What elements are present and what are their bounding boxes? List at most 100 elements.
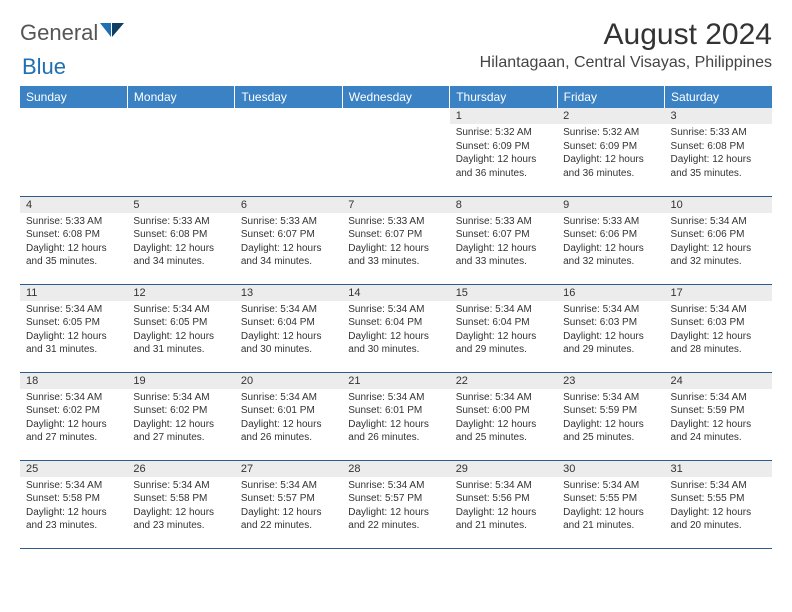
brand-word-1: General — [20, 20, 98, 46]
calendar-day-cell: 16Sunrise: 5:34 AMSunset: 6:03 PMDayligh… — [557, 284, 664, 372]
daylight-text: Daylight: 12 hours and 30 minutes. — [241, 330, 336, 357]
calendar-day-cell: 1Sunrise: 5:32 AMSunset: 6:09 PMDaylight… — [450, 108, 557, 196]
day-number: 28 — [342, 461, 449, 477]
calendar-day-cell: 17Sunrise: 5:34 AMSunset: 6:03 PMDayligh… — [665, 284, 772, 372]
sunset-text: Sunset: 6:08 PM — [26, 228, 121, 242]
sunset-text: Sunset: 6:01 PM — [241, 404, 336, 418]
sunset-text: Sunset: 6:04 PM — [456, 316, 551, 330]
day-number: 4 — [20, 197, 127, 213]
day-number — [235, 108, 342, 124]
sunrise-text: Sunrise: 5:34 AM — [133, 391, 228, 405]
day-details: Sunrise: 5:34 AMSunset: 6:04 PMDaylight:… — [450, 301, 557, 359]
daylight-text: Daylight: 12 hours and 27 minutes. — [133, 418, 228, 445]
daylight-text: Daylight: 12 hours and 20 minutes. — [671, 506, 766, 533]
daylight-text: Daylight: 12 hours and 23 minutes. — [133, 506, 228, 533]
day-number: 30 — [557, 461, 664, 477]
day-number: 15 — [450, 285, 557, 301]
sunrise-text: Sunrise: 5:33 AM — [348, 215, 443, 229]
sunrise-text: Sunrise: 5:34 AM — [456, 391, 551, 405]
day-number: 17 — [665, 285, 772, 301]
sunset-text: Sunset: 5:55 PM — [563, 492, 658, 506]
daylight-text: Daylight: 12 hours and 33 minutes. — [348, 242, 443, 269]
sunrise-text: Sunrise: 5:33 AM — [563, 215, 658, 229]
day-details: Sunrise: 5:34 AMSunset: 6:05 PMDaylight:… — [127, 301, 234, 359]
sunset-text: Sunset: 6:02 PM — [26, 404, 121, 418]
calendar-day-cell: 27Sunrise: 5:34 AMSunset: 5:57 PMDayligh… — [235, 460, 342, 548]
sunrise-text: Sunrise: 5:34 AM — [348, 479, 443, 493]
sunset-text: Sunset: 5:57 PM — [348, 492, 443, 506]
calendar-table: Sunday Monday Tuesday Wednesday Thursday… — [20, 86, 772, 549]
day-details: Sunrise: 5:34 AMSunset: 5:56 PMDaylight:… — [450, 477, 557, 535]
daylight-text: Daylight: 12 hours and 32 minutes. — [563, 242, 658, 269]
calendar-week-row: 1Sunrise: 5:32 AMSunset: 6:09 PMDaylight… — [20, 108, 772, 196]
sunset-text: Sunset: 6:08 PM — [133, 228, 228, 242]
sunset-text: Sunset: 5:58 PM — [133, 492, 228, 506]
sunrise-text: Sunrise: 5:34 AM — [241, 303, 336, 317]
day-number: 1 — [450, 108, 557, 124]
calendar-day-cell: 4Sunrise: 5:33 AMSunset: 6:08 PMDaylight… — [20, 196, 127, 284]
day-details: Sunrise: 5:34 AMSunset: 5:58 PMDaylight:… — [127, 477, 234, 535]
calendar-day-cell — [342, 108, 449, 196]
daylight-text: Daylight: 12 hours and 26 minutes. — [241, 418, 336, 445]
day-details: Sunrise: 5:33 AMSunset: 6:08 PMDaylight:… — [665, 124, 772, 182]
calendar-day-cell — [127, 108, 234, 196]
calendar-day-cell: 5Sunrise: 5:33 AMSunset: 6:08 PMDaylight… — [127, 196, 234, 284]
weekday-header: Monday — [127, 86, 234, 108]
sunset-text: Sunset: 6:06 PM — [671, 228, 766, 242]
daylight-text: Daylight: 12 hours and 25 minutes. — [456, 418, 551, 445]
calendar-day-cell: 11Sunrise: 5:34 AMSunset: 6:05 PMDayligh… — [20, 284, 127, 372]
day-number — [342, 108, 449, 124]
sunrise-text: Sunrise: 5:33 AM — [241, 215, 336, 229]
location-subtitle: Hilantagaan, Central Visayas, Philippine… — [480, 54, 772, 72]
day-details: Sunrise: 5:33 AMSunset: 6:06 PMDaylight:… — [557, 213, 664, 271]
day-details: Sunrise: 5:34 AMSunset: 6:01 PMDaylight:… — [235, 389, 342, 447]
sunset-text: Sunset: 6:06 PM — [563, 228, 658, 242]
sunrise-text: Sunrise: 5:34 AM — [671, 215, 766, 229]
calendar-day-cell: 7Sunrise: 5:33 AMSunset: 6:07 PMDaylight… — [342, 196, 449, 284]
day-details: Sunrise: 5:34 AMSunset: 6:06 PMDaylight:… — [665, 213, 772, 271]
sunrise-text: Sunrise: 5:34 AM — [563, 479, 658, 493]
sunrise-text: Sunrise: 5:34 AM — [26, 303, 121, 317]
calendar-day-cell: 25Sunrise: 5:34 AMSunset: 5:58 PMDayligh… — [20, 460, 127, 548]
day-number: 8 — [450, 197, 557, 213]
weekday-header: Tuesday — [235, 86, 342, 108]
daylight-text: Daylight: 12 hours and 36 minutes. — [563, 153, 658, 180]
day-details: Sunrise: 5:34 AMSunset: 6:02 PMDaylight:… — [127, 389, 234, 447]
sunset-text: Sunset: 6:00 PM — [456, 404, 551, 418]
day-details: Sunrise: 5:33 AMSunset: 6:07 PMDaylight:… — [342, 213, 449, 271]
calendar-day-cell: 3Sunrise: 5:33 AMSunset: 6:08 PMDaylight… — [665, 108, 772, 196]
sunset-text: Sunset: 6:07 PM — [348, 228, 443, 242]
sunrise-text: Sunrise: 5:34 AM — [671, 479, 766, 493]
day-details: Sunrise: 5:33 AMSunset: 6:07 PMDaylight:… — [235, 213, 342, 271]
sunrise-text: Sunrise: 5:34 AM — [241, 479, 336, 493]
day-number: 31 — [665, 461, 772, 477]
calendar-day-cell: 13Sunrise: 5:34 AMSunset: 6:04 PMDayligh… — [235, 284, 342, 372]
calendar-week-row: 11Sunrise: 5:34 AMSunset: 6:05 PMDayligh… — [20, 284, 772, 372]
sunset-text: Sunset: 6:03 PM — [563, 316, 658, 330]
sunset-text: Sunset: 6:07 PM — [456, 228, 551, 242]
sunrise-text: Sunrise: 5:33 AM — [456, 215, 551, 229]
calendar-week-row: 18Sunrise: 5:34 AMSunset: 6:02 PMDayligh… — [20, 372, 772, 460]
sunset-text: Sunset: 5:59 PM — [671, 404, 766, 418]
day-details: Sunrise: 5:34 AMSunset: 5:55 PMDaylight:… — [665, 477, 772, 535]
calendar-body: 1Sunrise: 5:32 AMSunset: 6:09 PMDaylight… — [20, 108, 772, 548]
sunrise-text: Sunrise: 5:34 AM — [348, 303, 443, 317]
calendar-page: General August 2024 Hilantagaan, Central… — [0, 0, 792, 559]
calendar-day-cell: 29Sunrise: 5:34 AMSunset: 5:56 PMDayligh… — [450, 460, 557, 548]
day-number: 19 — [127, 373, 234, 389]
calendar-day-cell: 20Sunrise: 5:34 AMSunset: 6:01 PMDayligh… — [235, 372, 342, 460]
sunset-text: Sunset: 6:02 PM — [133, 404, 228, 418]
sunset-text: Sunset: 6:05 PM — [133, 316, 228, 330]
sunrise-text: Sunrise: 5:34 AM — [133, 479, 228, 493]
sunrise-text: Sunrise: 5:34 AM — [26, 479, 121, 493]
daylight-text: Daylight: 12 hours and 23 minutes. — [26, 506, 121, 533]
day-number: 11 — [20, 285, 127, 301]
day-number: 7 — [342, 197, 449, 213]
sunset-text: Sunset: 6:05 PM — [26, 316, 121, 330]
title-block: August 2024 Hilantagaan, Central Visayas… — [480, 18, 772, 72]
daylight-text: Daylight: 12 hours and 22 minutes. — [348, 506, 443, 533]
calendar-day-cell: 19Sunrise: 5:34 AMSunset: 6:02 PMDayligh… — [127, 372, 234, 460]
daylight-text: Daylight: 12 hours and 33 minutes. — [456, 242, 551, 269]
day-number: 5 — [127, 197, 234, 213]
daylight-text: Daylight: 12 hours and 26 minutes. — [348, 418, 443, 445]
